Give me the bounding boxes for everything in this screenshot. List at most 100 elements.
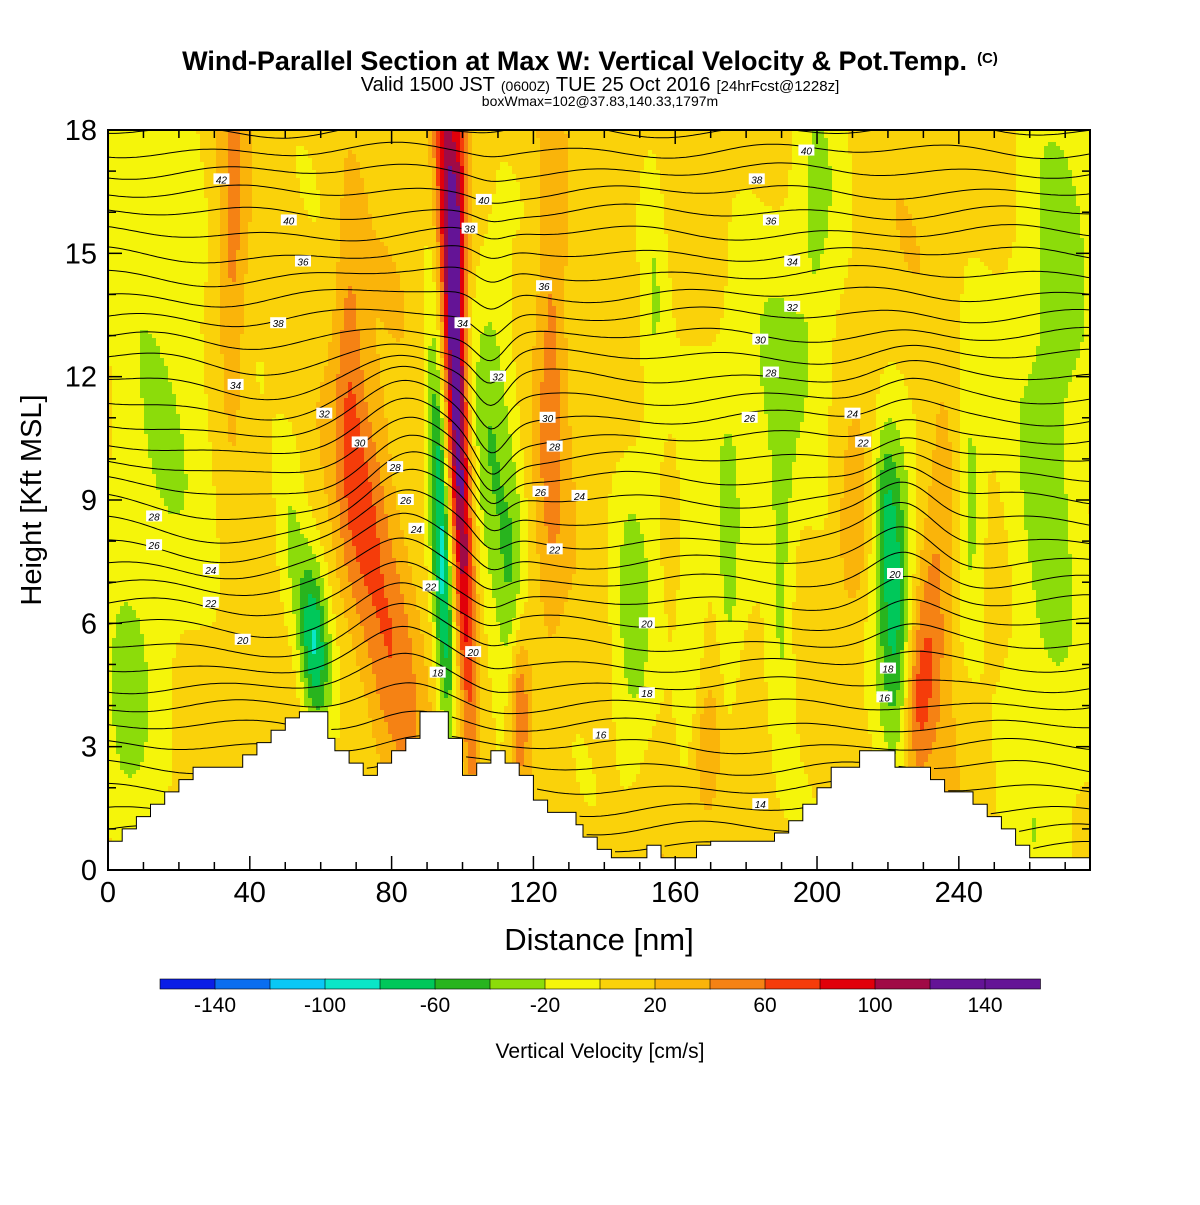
w-cell [124, 146, 129, 151]
w-cell [148, 534, 153, 539]
w-cell [112, 318, 117, 323]
w-cell [116, 186, 121, 191]
w-cell [112, 370, 117, 375]
w-cell [116, 778, 121, 783]
w-cell [124, 682, 129, 687]
w-cell [112, 566, 117, 571]
w-cell [124, 754, 129, 759]
w-cell [152, 490, 157, 495]
w-cell [140, 246, 145, 251]
w-cell [148, 494, 153, 499]
w-cell [144, 702, 149, 707]
w-cell [124, 294, 129, 299]
w-cell [140, 486, 145, 491]
w-cell [144, 470, 149, 475]
w-cell [132, 190, 137, 195]
w-cell [128, 818, 133, 823]
w-cell [140, 470, 145, 475]
w-cell [140, 170, 145, 175]
w-cell [124, 766, 129, 771]
w-cell [112, 606, 117, 611]
w-cell [148, 342, 153, 347]
w-cell [148, 714, 153, 719]
w-cell [148, 378, 153, 383]
w-cell [136, 798, 141, 803]
w-cell [140, 462, 145, 467]
w-cell [116, 262, 121, 267]
w-cell [124, 318, 129, 323]
w-cell [128, 390, 133, 395]
w-cell [116, 342, 121, 347]
w-cell [148, 434, 153, 439]
w-cell [148, 758, 153, 763]
w-cell [140, 650, 145, 655]
w-cell [144, 198, 149, 203]
w-cell [148, 738, 153, 743]
w-cell [140, 634, 145, 639]
w-cell [148, 278, 153, 283]
w-cell [112, 822, 117, 827]
w-cell [132, 182, 137, 187]
w-cell [136, 706, 141, 711]
w-cell [112, 134, 117, 139]
w-cell [144, 134, 149, 139]
w-cell [144, 326, 149, 331]
w-cell [132, 546, 137, 551]
w-cell [112, 502, 117, 507]
w-cell [124, 238, 129, 243]
w-cell [156, 202, 161, 207]
w-cell [144, 322, 149, 327]
w-cell [112, 510, 117, 515]
w-cell [120, 774, 125, 779]
w-cell [136, 510, 141, 515]
w-cell [148, 418, 153, 423]
w-cell [132, 730, 137, 735]
w-cell [140, 582, 145, 587]
w-cell [144, 186, 149, 191]
w-cell [132, 510, 137, 515]
w-cell [132, 146, 137, 151]
w-cell [148, 354, 153, 359]
w-cell [124, 466, 129, 471]
w-cell [120, 186, 125, 191]
w-cell [136, 226, 141, 231]
w-cell [148, 682, 153, 687]
w-cell [140, 306, 145, 311]
w-cell [144, 358, 149, 363]
w-cell [136, 142, 141, 147]
w-cell [136, 194, 141, 199]
w-cell [140, 786, 145, 791]
w-cell [116, 470, 121, 475]
w-cell [132, 778, 137, 783]
w-cell [124, 398, 129, 403]
w-cell [144, 318, 149, 323]
w-cell [148, 298, 153, 303]
w-cell [132, 530, 137, 535]
w-cell [136, 758, 141, 763]
w-cell [140, 158, 145, 163]
w-cell [136, 534, 141, 539]
w-cell [144, 206, 149, 211]
w-cell [152, 322, 157, 327]
chart-svg: Wind-Parallel Section at Max W: Vertical… [0, 0, 1200, 1200]
w-cell [136, 550, 141, 555]
w-cell [140, 586, 145, 591]
w-cell [152, 658, 157, 663]
w-cell [136, 634, 141, 639]
w-cell [152, 362, 157, 367]
w-cell [148, 590, 153, 595]
w-cell [124, 418, 129, 423]
w-cell [152, 530, 157, 535]
w-cell [112, 326, 117, 331]
w-cell [120, 258, 125, 263]
w-cell [120, 170, 125, 175]
w-cell [148, 186, 153, 191]
w-cell [120, 562, 125, 567]
w-cell [132, 758, 137, 763]
w-cell [144, 454, 149, 459]
w-cell [128, 298, 133, 303]
w-cell [140, 734, 145, 739]
w-cell [128, 362, 133, 367]
w-cell [140, 326, 145, 331]
w-cell [112, 182, 117, 187]
